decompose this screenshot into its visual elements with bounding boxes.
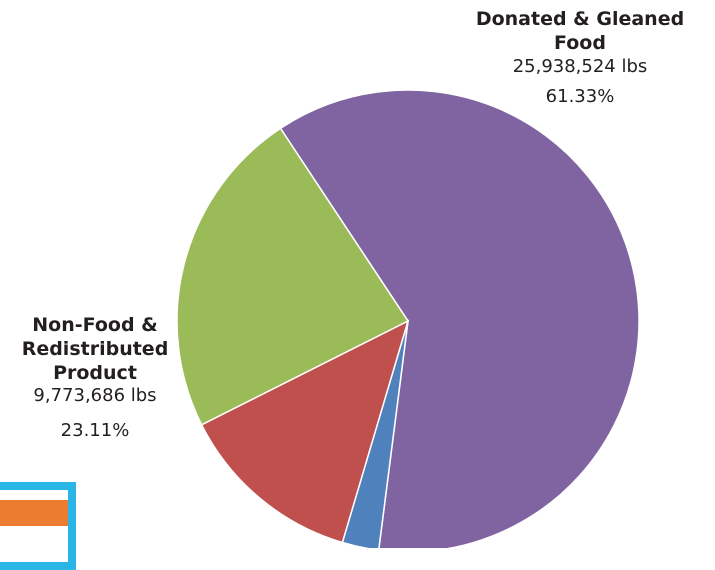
label-donated-gleaned-food: Donated & Gleaned Food 25,938,524 lbs 61… bbox=[455, 8, 705, 109]
decorative-bar bbox=[0, 500, 68, 526]
slice-name-donated: Donated & Gleaned Food bbox=[475, 8, 685, 54]
pie-chart bbox=[176, 89, 640, 548]
slice-name-nonfood: Non-Food & Redistributed Product bbox=[21, 314, 169, 384]
pie-slice-2 bbox=[200, 319, 410, 544]
label-non-food-redistributed: Non-Food & Redistributed Product 9,773,6… bbox=[0, 314, 190, 442]
slice-percent-donated: 61.33% bbox=[545, 86, 615, 107]
slice-percent-nonfood: 23.11% bbox=[60, 419, 130, 441]
slice-value-nonfood: 9,773,686 lbs bbox=[33, 385, 157, 407]
decorative-frame bbox=[0, 482, 76, 570]
slice-value-donated: 25,938,524 lbs bbox=[512, 55, 648, 77]
pie-slice-3 bbox=[176, 127, 410, 426]
pie-slice-0 bbox=[279, 89, 640, 548]
